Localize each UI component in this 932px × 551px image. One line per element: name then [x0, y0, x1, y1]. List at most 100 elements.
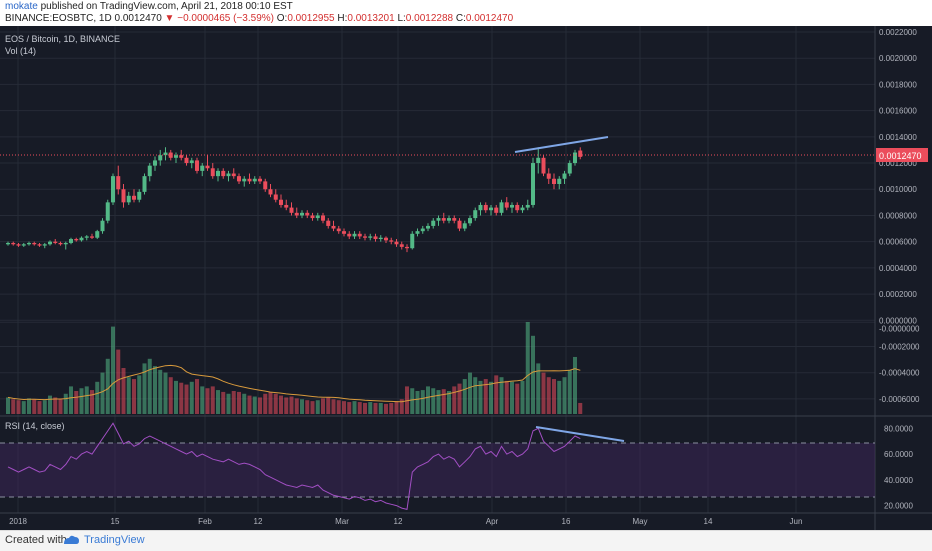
candle-body: [415, 231, 420, 234]
volume-bar: [567, 369, 572, 414]
price-tick-label: -0.0002000: [879, 342, 920, 351]
candle-body: [557, 178, 562, 184]
volume-bar: [16, 400, 21, 414]
volume-bar: [373, 402, 378, 414]
candle-body: [95, 231, 100, 238]
volume-bar: [405, 386, 409, 414]
last-price-tag-text: 0.0012470: [879, 151, 922, 161]
volume-bar: [221, 391, 226, 414]
published-text: published on TradingView.com, April 21, …: [40, 1, 293, 12]
volume-bar: [541, 372, 546, 414]
price-tick-label: 0.0018000: [879, 80, 917, 89]
chart-canvas[interactable]: 0.0022000 0.0020000 0.0018000 0.0016000 0.00…: [0, 26, 932, 530]
candle-body: [489, 207, 493, 211]
candle-body: [116, 176, 121, 190]
candle-body: [552, 178, 556, 184]
volume-bar: [384, 403, 388, 414]
candle-body: [11, 242, 16, 245]
candle-body: [216, 170, 220, 177]
candle-body: [378, 237, 383, 240]
volume-bar: [441, 389, 446, 414]
time-tick-label: 14: [704, 517, 713, 526]
volume-bar: [137, 375, 142, 414]
volume-bar: [247, 395, 252, 414]
volume-bar: [510, 381, 514, 414]
volume-bar: [132, 379, 136, 414]
low-value: 0.0012288: [405, 13, 454, 24]
candle-body: [336, 228, 341, 232]
volume-bar: [116, 349, 121, 414]
price-tick-label: 0.0006000: [879, 238, 917, 247]
candlesticks: [6, 147, 583, 253]
candle-body: [452, 218, 457, 221]
high-label: H:: [337, 13, 348, 24]
main-series-legend[interactable]: EOS / Bitcoin, 1D, BINANCE: [5, 34, 120, 44]
volume-bar: [315, 400, 320, 414]
price-trendline[interactable]: [514, 136, 609, 153]
candle-body: [258, 178, 262, 182]
candle-body: [100, 220, 105, 232]
volume-bar: [436, 390, 441, 414]
candle-body: [210, 168, 215, 177]
price-tick-label: 0.0008000: [879, 211, 917, 220]
candle-body: [21, 244, 26, 246]
volume-bar: [205, 388, 210, 414]
price-tick-label: 0.0004000: [879, 264, 917, 273]
rsi-legend[interactable]: RSI (14, close): [5, 421, 65, 431]
volume-bar: [189, 381, 194, 414]
candle-body: [352, 233, 357, 237]
volume-bar: [462, 379, 467, 414]
volume-bar: [84, 386, 89, 414]
candle-body: [189, 160, 194, 164]
volume-bar: [378, 402, 383, 414]
volume-bar: [573, 356, 577, 414]
time-tick-label: Mar: [335, 517, 349, 526]
chart-area[interactable]: 0.0022000 0.0020000 0.0018000 0.0016000 0.00…: [0, 26, 932, 530]
candle-body: [142, 176, 147, 192]
candle-body: [263, 181, 268, 190]
tradingview-brand[interactable]: TradingView: [84, 534, 145, 546]
volume-bar: [121, 368, 126, 414]
volume-bar: [284, 397, 289, 414]
rsi-axis[interactable]: 80.0000 60.0000 40.0000 20.0000: [884, 424, 913, 510]
candle-body: [315, 215, 320, 219]
price-axis[interactable]: 0.0022000 0.0020000 0.0018000 0.0016000 0.00…: [879, 28, 920, 404]
volume-bar: [32, 399, 37, 414]
volume-bar: [95, 381, 100, 414]
volume-bar: [289, 396, 294, 414]
price-tick-label: 0.0000000: [879, 316, 917, 325]
candle-body: [457, 220, 462, 229]
candle-body: [342, 231, 346, 234]
volume-bar: [252, 396, 257, 414]
candle-body: [357, 233, 362, 237]
volume-bars: [6, 322, 583, 414]
volume-bar: [90, 390, 94, 414]
candle-body: [237, 176, 241, 182]
volume-bar: [536, 363, 541, 414]
volume-bar: [216, 390, 220, 414]
volume-legend[interactable]: Vol (14): [5, 46, 36, 56]
time-tick-label: Apr: [486, 517, 499, 526]
rsi-trendline[interactable]: [535, 426, 625, 442]
volume-bar: [494, 375, 499, 414]
candle-body: [289, 207, 294, 213]
volume-bar: [525, 322, 530, 414]
volume-bar: [174, 380, 178, 414]
volume-ma-line: [7, 364, 581, 403]
volume-bar: [347, 402, 352, 414]
candle-body: [373, 236, 378, 240]
volume-bar: [163, 372, 168, 414]
volume-bar: [263, 393, 268, 414]
tradingview-logo-icon[interactable]: [62, 534, 80, 546]
volume-bar: [557, 380, 562, 414]
candle-body: [331, 225, 336, 229]
time-axis[interactable]: 2018 15 Feb 12 Mar 12 Apr 16 May 14 Jun: [9, 517, 802, 526]
time-tick-label: 15: [111, 517, 120, 526]
candle-body: [384, 237, 388, 241]
author-link[interactable]: mokate: [5, 1, 38, 12]
publication-line: mokate published on TradingView.com, Apr…: [5, 1, 293, 12]
volume-bar: [268, 391, 273, 414]
volume-bar: [100, 372, 105, 414]
candle-body: [74, 239, 79, 241]
volume-bar: [74, 391, 79, 414]
